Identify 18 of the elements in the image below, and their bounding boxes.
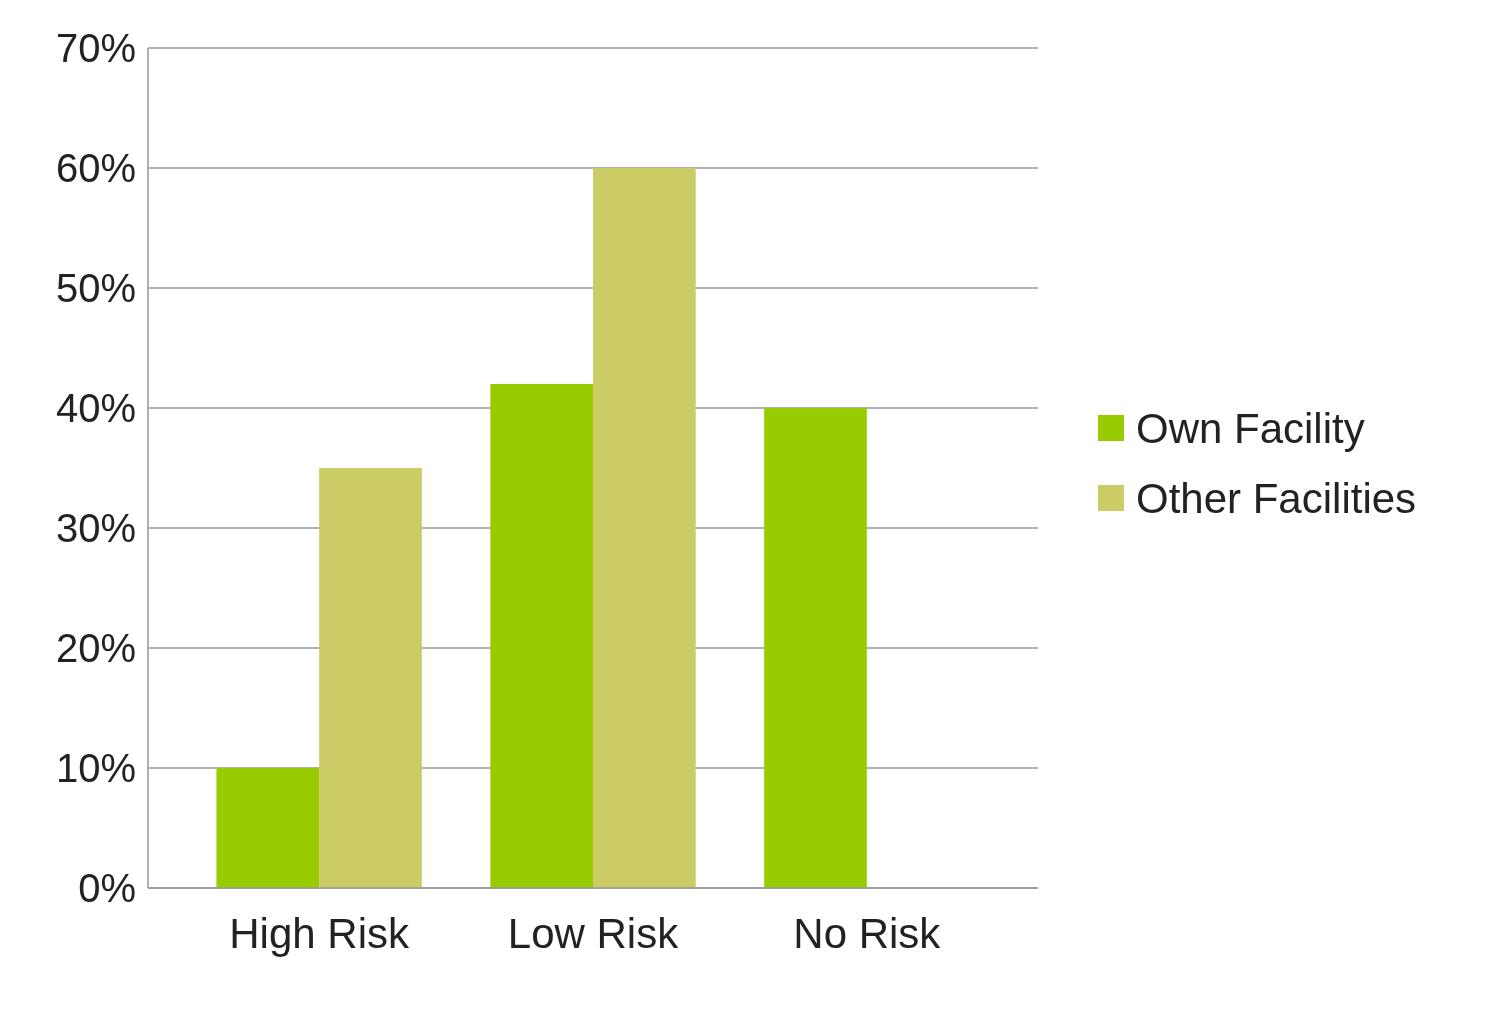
y-tick-label: 30% xyxy=(55,506,136,550)
bar xyxy=(593,168,696,888)
y-tick-label: 40% xyxy=(55,386,136,430)
y-tick-label: 60% xyxy=(55,146,136,190)
x-tick-label: No Risk xyxy=(793,910,942,957)
legend-label: Other Facilities xyxy=(1136,474,1417,522)
y-tick-label: 70% xyxy=(55,26,136,70)
bar xyxy=(319,468,422,888)
y-tick-label: 10% xyxy=(55,746,136,790)
y-tick-label: 0% xyxy=(78,866,136,910)
x-tick-label: High Risk xyxy=(229,910,410,957)
bar xyxy=(490,384,593,888)
y-tick-label: 20% xyxy=(55,626,136,670)
bar xyxy=(216,768,320,888)
legend-label: Own Facility xyxy=(1136,404,1365,452)
y-tick-label: 50% xyxy=(55,266,136,310)
bar xyxy=(764,408,867,888)
x-tick-label: Low Risk xyxy=(507,910,680,957)
